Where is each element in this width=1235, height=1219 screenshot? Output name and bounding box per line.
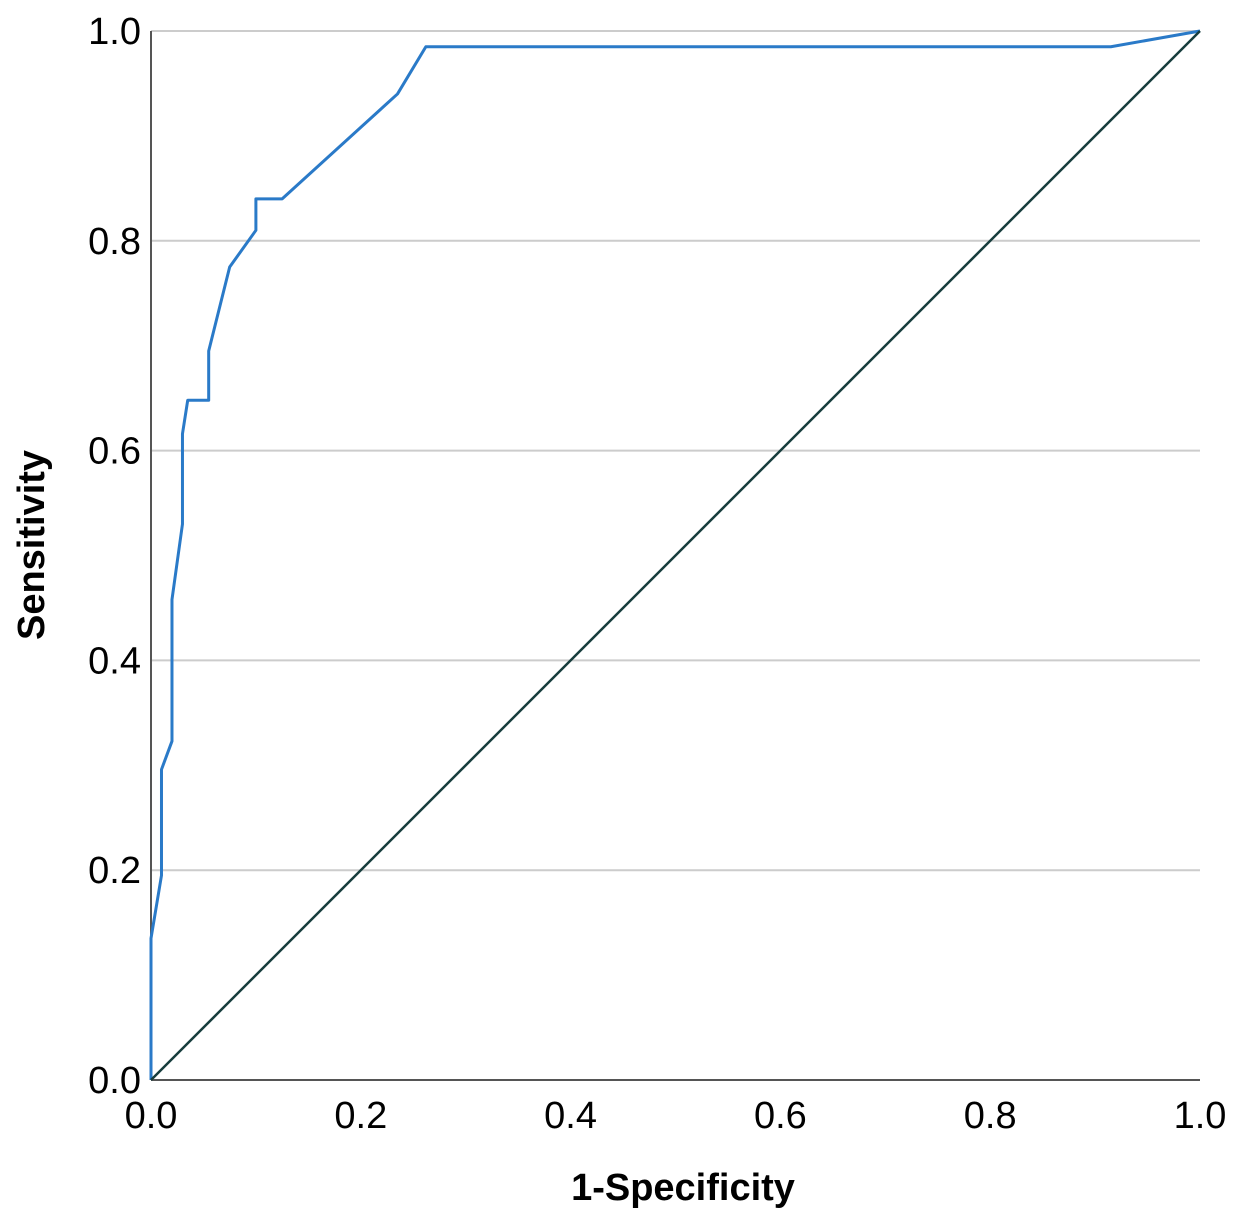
x-tick-label: 0.6 xyxy=(754,1095,807,1137)
y-tick-label: 1.0 xyxy=(88,11,141,53)
x-axis-title: 1-Specificity xyxy=(571,1167,795,1209)
y-axis-title: Sensitivity xyxy=(11,450,53,640)
y-tick-label: 0.8 xyxy=(88,221,141,263)
tick-label-layer: 0.0 0.2 0.4 0.6 0.8 1.0 0.0 0.2 0.4 0.6 0.8 1.0 xyxy=(88,11,1226,1137)
axis-layer xyxy=(150,31,1200,1081)
x-tick-label: 0.2 xyxy=(334,1095,387,1137)
x-tick-label: 0.0 xyxy=(125,1095,178,1137)
series-layer xyxy=(149,29,1201,1081)
y-tick-label: 0.6 xyxy=(88,431,141,473)
reference-diagonal-line xyxy=(150,30,1201,1081)
y-tick-label: 0.0 xyxy=(88,1060,141,1102)
x-tick-label: 0.4 xyxy=(544,1095,597,1137)
y-tick-label: 0.4 xyxy=(88,640,141,682)
x-tick-label: 1.0 xyxy=(1174,1095,1227,1137)
grid-layer xyxy=(151,30,1200,872)
roc-curve-line xyxy=(149,29,1201,1080)
y-tick-label: 0.2 xyxy=(88,850,141,892)
x-tick-label: 0.8 xyxy=(964,1095,1017,1137)
